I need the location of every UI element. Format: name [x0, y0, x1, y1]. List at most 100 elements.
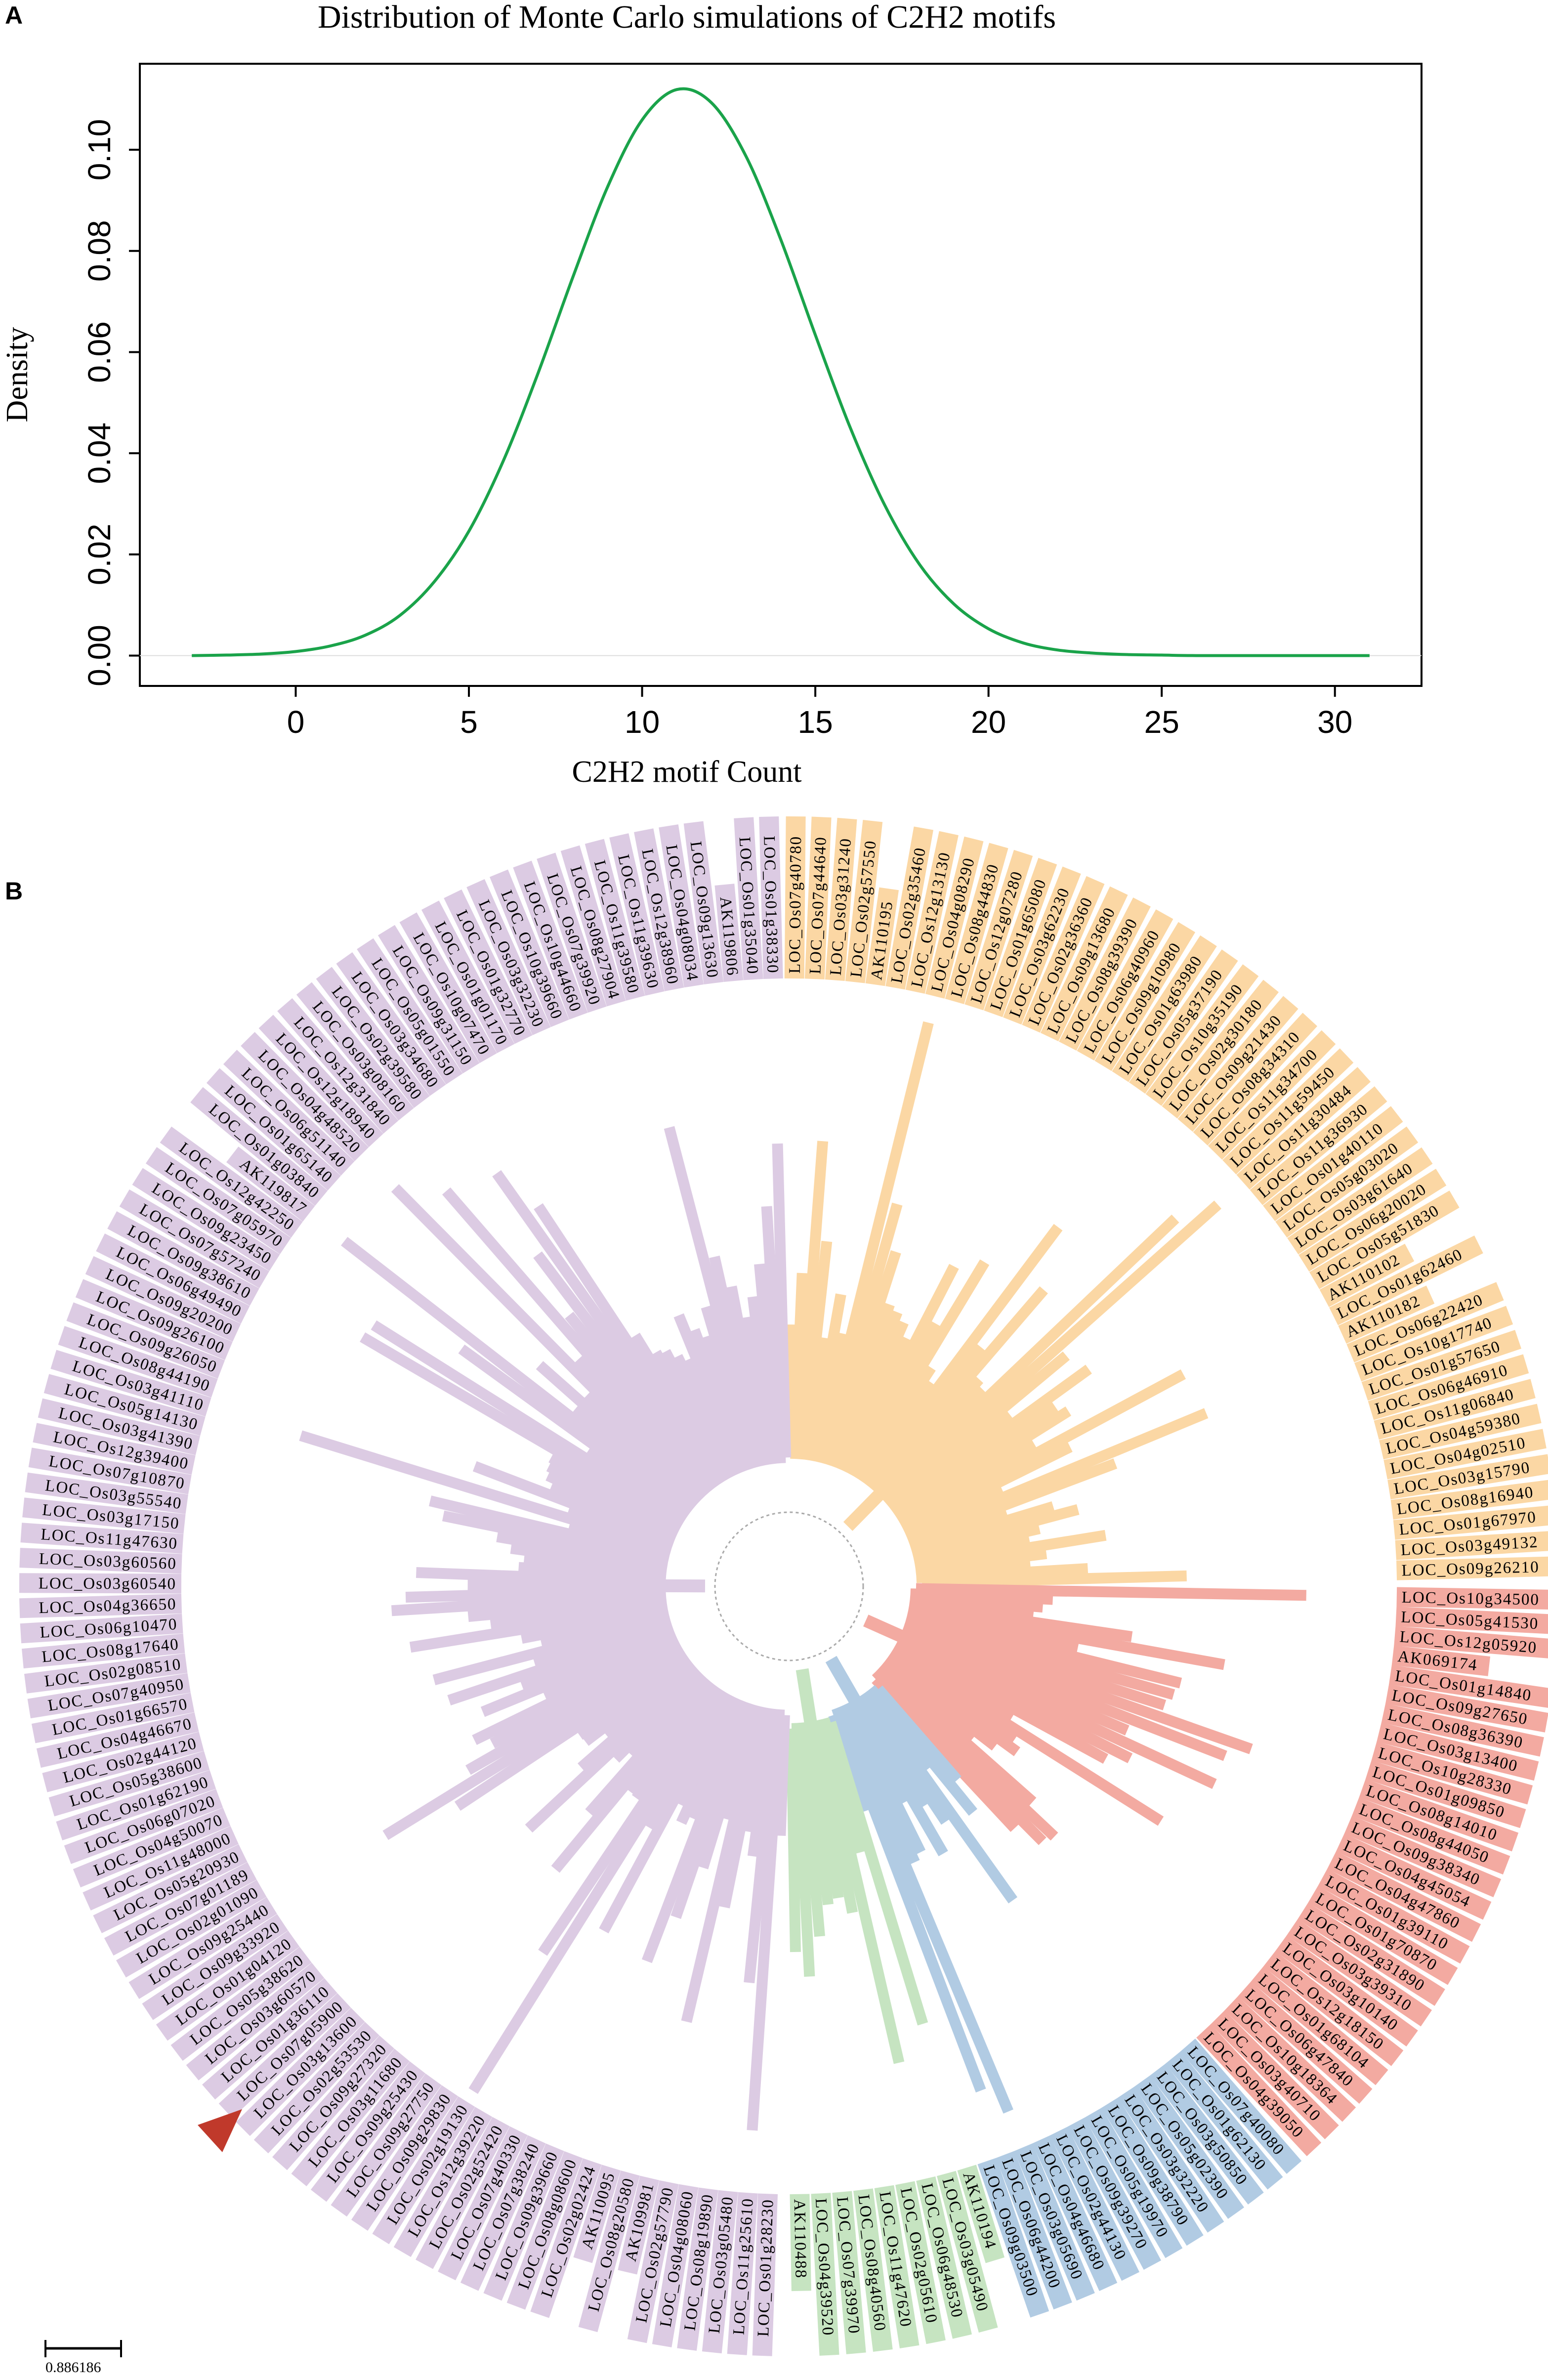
- leaf-label-background: [236, 2007, 365, 2136]
- leaf-label-background: [1387, 1454, 1548, 1500]
- leaf-label-background: [1287, 1919, 1432, 2027]
- leaf-label-background: [186, 1962, 325, 2081]
- leaf-label-background: [1177, 996, 1298, 1132]
- y-axis-label: Density: [0, 327, 34, 423]
- leaf-label-background: [119, 1189, 270, 1288]
- clade-arc-red: [872, 1588, 921, 1684]
- leaf-label-background: [241, 1032, 369, 1161]
- leaf-label-background: [1385, 1684, 1548, 1733]
- leaf-label-background: [331, 2073, 442, 2217]
- leaf-label-background: [784, 816, 806, 979]
- leaf-label-background: [253, 2022, 379, 2154]
- leaf-label-background: [1275, 1935, 1418, 2047]
- leaf-label-background: [1150, 2063, 1264, 2205]
- leaf-branch: [761, 1206, 787, 1458]
- leaf-label-background: [659, 824, 704, 988]
- x-tick-label: 25: [1144, 704, 1179, 740]
- leaf-label-background: [1309, 1190, 1460, 1289]
- panel-a-letter: A: [5, 1, 23, 29]
- leaf-branch: [908, 1619, 1167, 1710]
- leaf-label-background: [64, 1789, 223, 1864]
- chart-title: Distribution of Monte Carlo simulations …: [318, 0, 1056, 35]
- leaf-label-background: [33, 1423, 196, 1475]
- clade-stem-green: [795, 1668, 818, 1728]
- clade-stem-red: [863, 1615, 908, 1644]
- leaf-label-background: [1338, 1285, 1435, 1344]
- leaf-label-background: [206, 1068, 341, 1191]
- leaf-label-background: [977, 2158, 1049, 2318]
- leaf-label-background: [1381, 1703, 1544, 1757]
- leaf-branch: [910, 1408, 1209, 1540]
- leaf-label-background: [1383, 1429, 1547, 1480]
- leaf-label-background: [1365, 1760, 1526, 1828]
- leaf-branch: [820, 1202, 903, 1460]
- leaf-label-background: [372, 2096, 475, 2245]
- leaf-label-background: [20, 1614, 183, 1644]
- leaf-branch: [794, 1141, 829, 1454]
- leaf-label-background: [444, 889, 533, 1044]
- leaf-label-background: [190, 1087, 328, 1206]
- leaf-label-background: [1377, 1722, 1539, 1781]
- leaf-label-background: [1251, 1966, 1388, 2085]
- leaf-branch: [454, 1653, 685, 1811]
- clade-arc-purple: [655, 1452, 786, 1721]
- leaf-branch: [458, 1344, 688, 1515]
- leaf-label-background: [702, 2190, 738, 2354]
- leaf-label-background: [825, 817, 857, 981]
- leaf-label-group: LOC_Os10g34500: [1396, 1587, 1548, 1610]
- leaf-label-background: [634, 828, 684, 991]
- leaf-label-background: [24, 1653, 188, 1694]
- leaf-label-background: [1396, 1587, 1548, 1610]
- leaf-label-background: [1327, 1851, 1481, 1942]
- leaf-label-background: [128, 1897, 277, 1999]
- leaf-label-background: [96, 1233, 250, 1324]
- leaf-label-background: [1354, 1306, 1513, 1382]
- leaf-label-background: [466, 879, 551, 1035]
- leaf-label-background: [811, 2193, 839, 2356]
- panel-b-letter: B: [5, 877, 23, 905]
- leaf-label-background: [1032, 2135, 1118, 2292]
- leaf-label-background: [1287, 1147, 1433, 1255]
- leaf-label-background: [1297, 1902, 1445, 2006]
- y-tick-label: 0.10: [82, 119, 117, 181]
- leaf-label-background: [874, 2185, 920, 2348]
- leaf-branch: [921, 1570, 1187, 1588]
- leaf-branch: [340, 1236, 691, 1512]
- leaf-label-background: [853, 2188, 893, 2352]
- density-chart: Distribution of Monte Carlo simulations …: [0, 0, 1422, 789]
- leaf-branch: [893, 1649, 1164, 1826]
- leaf-branch: [916, 1583, 1306, 1601]
- leaf-branch: [796, 1727, 825, 1937]
- x-tick-label: 5: [460, 704, 478, 740]
- leaf-label-background: [1368, 1354, 1529, 1420]
- leaf-label-background: [296, 982, 414, 1121]
- leaf-label-background: [1022, 876, 1105, 1033]
- leaf-label-background: [38, 1398, 201, 1455]
- y-tick-label: 0.02: [82, 524, 117, 586]
- leaf-label-background: [506, 2151, 583, 2310]
- leaf-label-background: [1344, 1815, 1502, 1898]
- leaf-label-background: [22, 1497, 186, 1534]
- leaf-branch: [902, 1635, 1217, 1789]
- leaf-label-group: LOC_Os03g60560: [19, 1548, 182, 1574]
- leaf-label-background: [21, 1633, 185, 1669]
- leaf-label-background: [1118, 2086, 1224, 2233]
- leaf-label-background: [759, 816, 783, 979]
- leaf-label-background: [1129, 949, 1238, 1094]
- y-tick-label: 0.00: [82, 625, 117, 686]
- leaf-label-background: [226, 1147, 315, 1222]
- leaf-label-background: [1196, 2024, 1322, 2157]
- leaf-label-background: [56, 1770, 216, 1841]
- leaf-branch: [371, 1320, 683, 1523]
- leaf-label-background: [1222, 1048, 1354, 1175]
- leaf-label-background: [609, 833, 665, 996]
- leaf-branch: [391, 1588, 661, 1616]
- leaf-label-background: [1319, 1243, 1415, 1307]
- leaf-label-background: [142, 1914, 288, 2020]
- leaf-label-background: [310, 2061, 426, 2202]
- leaf-label-background: [1318, 1869, 1470, 1964]
- leaf-branch: [864, 1224, 1063, 1484]
- leaf-label-background: [483, 2143, 564, 2301]
- leaf-label-background: [19, 1548, 182, 1574]
- tree-root-circle: [714, 1511, 864, 1661]
